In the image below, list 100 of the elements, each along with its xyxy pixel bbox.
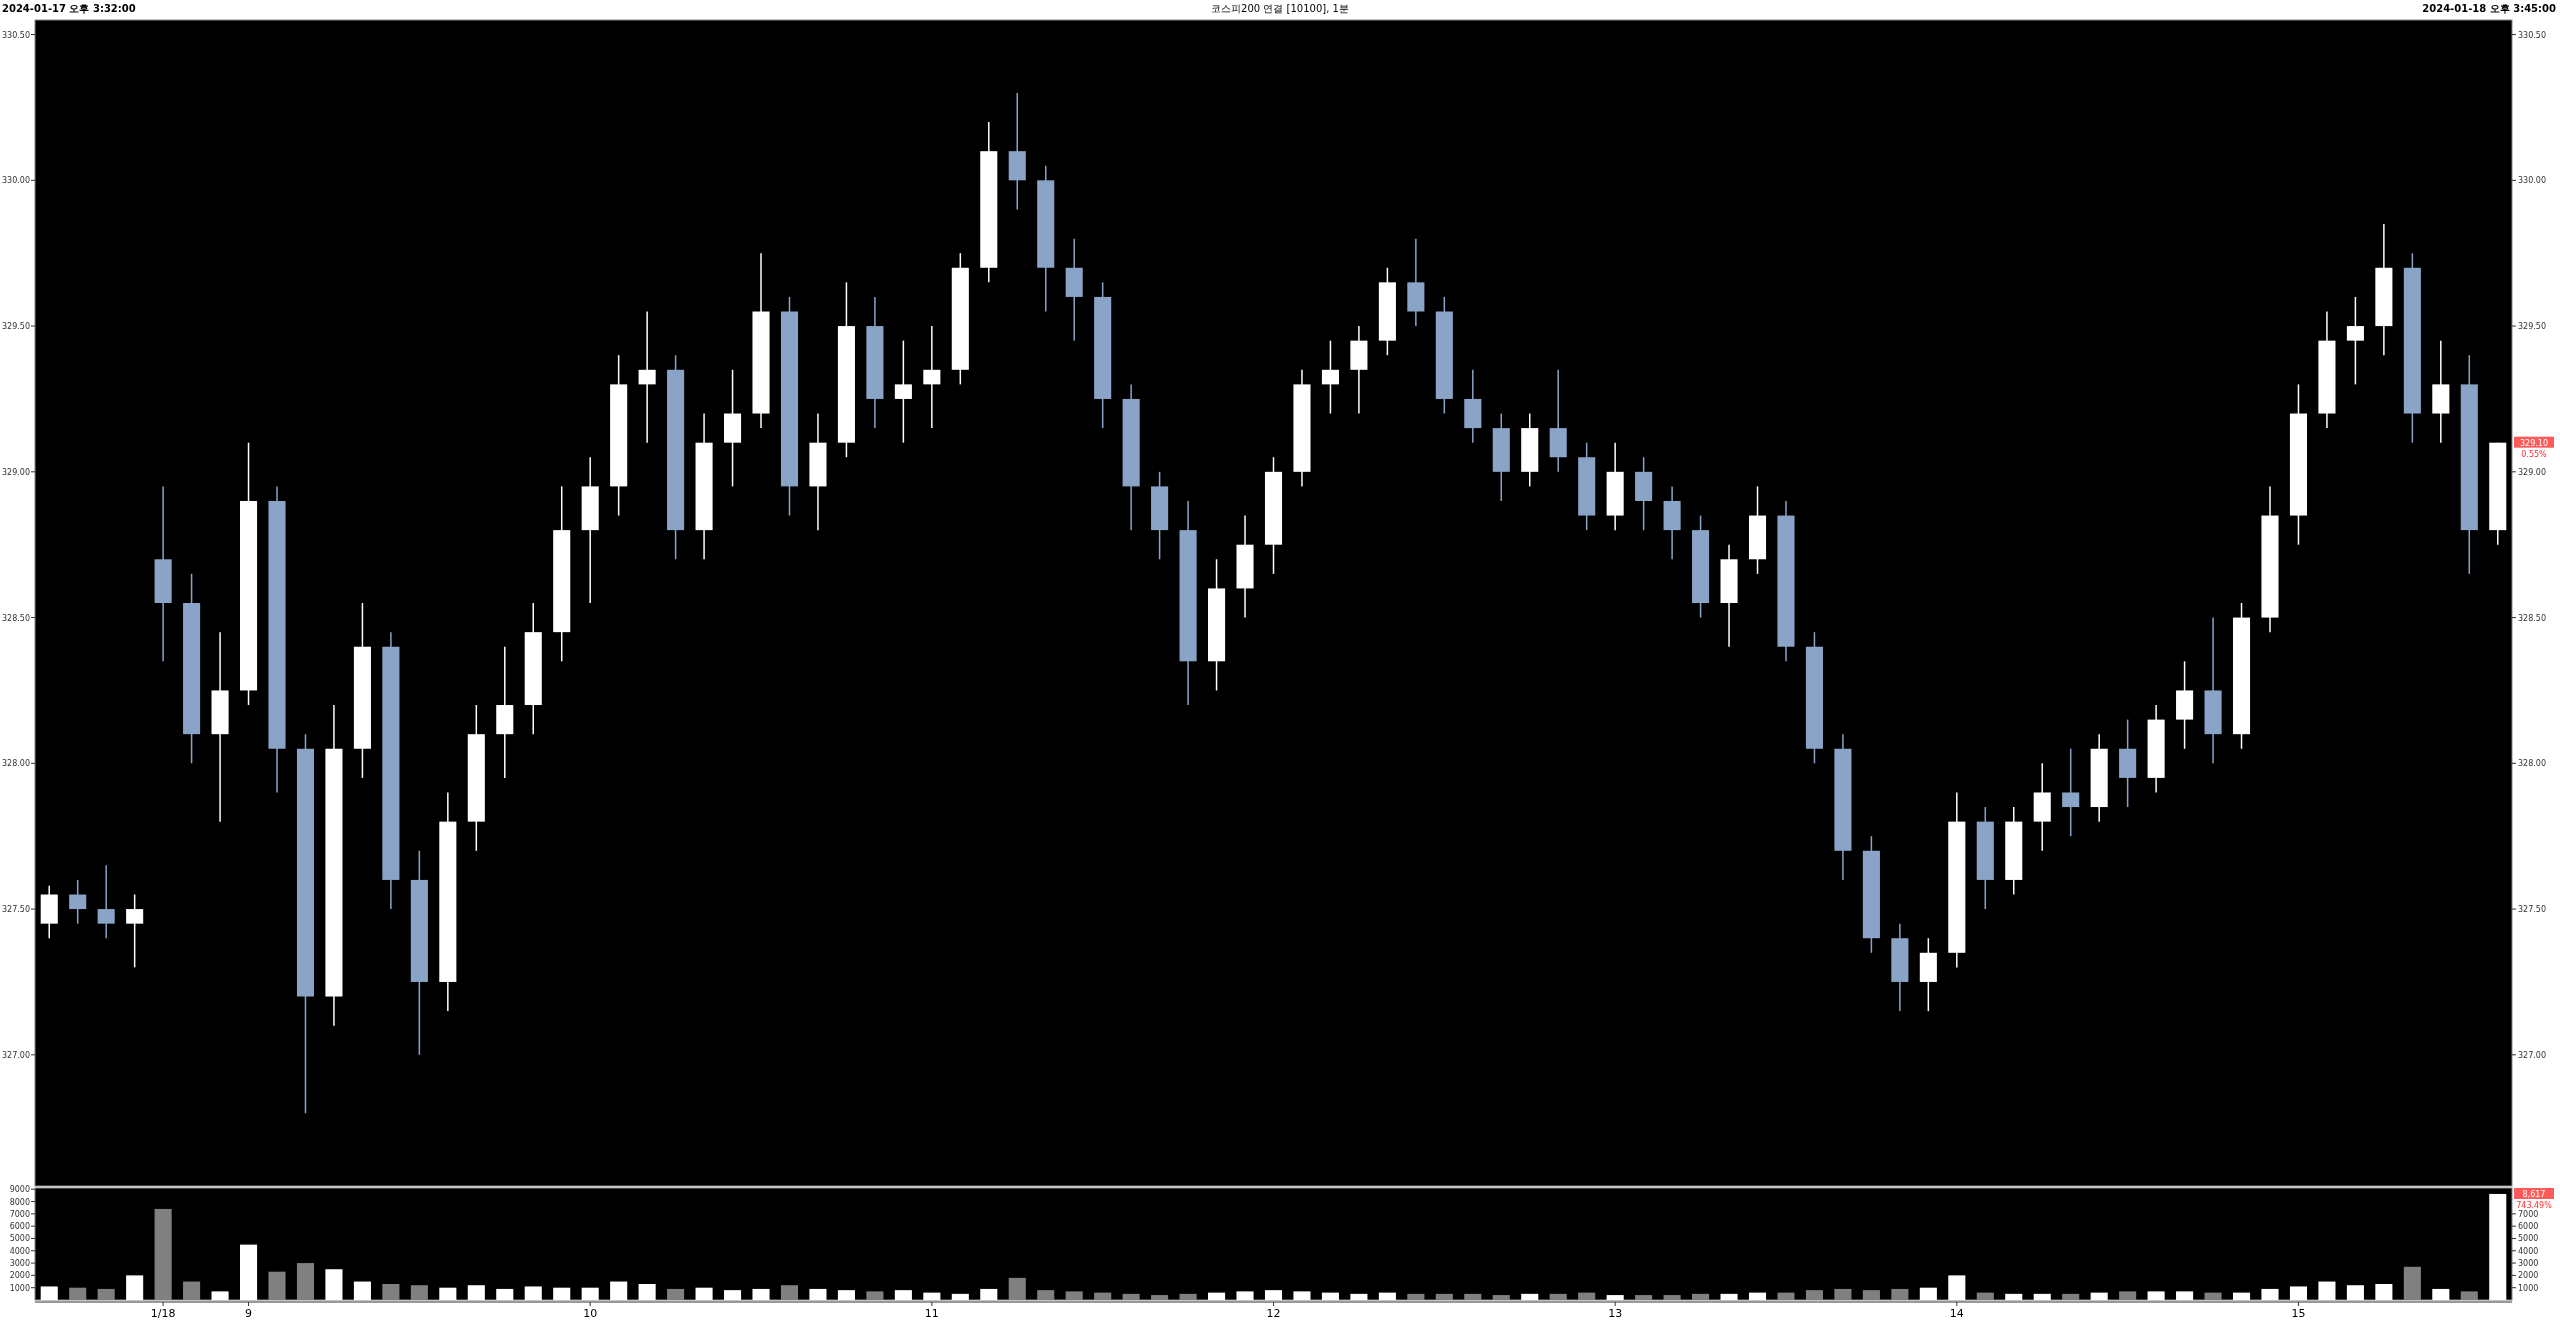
bar [695,1287,713,1300]
bar [2346,1285,2364,1300]
candlestick [638,310,656,444]
candlestick [69,879,87,925]
y2-tick-label: 328.00 [2518,759,2546,769]
candlestick [97,864,115,939]
y2-tick-label: 327.00 [2518,1050,2546,1060]
y2-tick-label: 329.00 [2518,467,2546,477]
bar [467,1285,485,1300]
candlestick [2346,296,2364,386]
bar [894,1290,912,1300]
bar [923,1292,941,1300]
candlestick [894,339,912,444]
x-tick-label: 15 [2291,1307,2306,1320]
y-tick-label: 329.00 [2,467,30,477]
x-tick-label: 9 [245,1307,253,1320]
y2-tick-label: 328.50 [2518,613,2546,623]
y2-tick-label: 4000 [2518,1246,2539,1256]
bar [2489,1193,2507,1300]
bar [2176,1291,2194,1300]
bar [752,1288,770,1300]
y-tick-label: 330.00 [2,176,30,186]
y-tick-label: 330.50 [2,30,30,40]
bar [524,1286,542,1300]
y2-tick-label: 5000 [2518,1234,2539,1244]
y-tick-label: 6000 [9,1222,30,1232]
y-tick-label: 9000 [9,1185,30,1195]
candlestick [1321,339,1339,415]
y-tick-label: 4000 [9,1246,30,1256]
y-tick-label: 3000 [9,1259,30,1269]
bar [211,1291,229,1300]
bar [1521,1293,1539,1300]
chart-title: 코스피200 연결 [10100], 1분 [1211,3,1349,14]
bar [1350,1293,1368,1300]
bar [581,1287,599,1300]
bar [1321,1292,1339,1300]
bar [1919,1287,1937,1300]
text: 2024-01-18 오후 3:45:00 [2422,3,2557,14]
bar [2261,1288,2279,1300]
bar [496,1288,514,1300]
bar [2232,1292,2251,1300]
candlestick [2062,748,2080,837]
bar [126,1275,144,1300]
text: 329.10 [2520,438,2548,448]
bar [2318,1281,2336,1300]
bar [1236,1291,1254,1300]
bar [837,1290,855,1300]
x-tick-label: 11 [924,1307,939,1320]
bar [951,1293,969,1300]
text: 0.55% [2521,449,2548,459]
bar [638,1284,656,1300]
x-tick-label: 14 [1949,1307,1964,1320]
y-tick-label: 5000 [9,1234,30,1244]
bar [439,1287,457,1300]
bar [553,1287,571,1300]
y-tick-label: 2000 [9,1271,30,1281]
y-tick-label: 329.50 [2,322,30,332]
y2-tick-label: 6000 [2518,1222,2539,1232]
y-tick-label: 7000 [9,1209,30,1219]
y2-tick-label: 327.50 [2518,905,2546,915]
x-tick-label: 13 [1608,1307,1623,1320]
bar [1378,1292,1396,1300]
y2-tick-label: 2000 [2518,1271,2539,1281]
bar [1264,1290,1283,1300]
bar [325,1269,343,1300]
text: 8,617 [2522,1189,2546,1199]
x-tick-label: 1/18 [150,1307,176,1320]
bar [2033,1293,2051,1300]
y2-tick-label: 1000 [2518,1283,2539,1293]
bar [1293,1291,1311,1300]
bar [1606,1295,1624,1300]
y-tick-label: 328.50 [2,613,30,623]
text: 743.49% [2516,1200,2553,1210]
candlestick [126,893,144,969]
text: 2024-01-17 오후 3:32:00 [2,3,136,14]
y2-tick-label: 330.50 [2518,30,2546,40]
bar [2432,1288,2450,1300]
y2-tick-label: 329.50 [2518,322,2546,332]
bar [2289,1286,2307,1300]
candlestick [923,325,941,429]
bar [980,1288,998,1300]
y-tick-label: 327.00 [2,1050,30,1060]
x-tick-label: 10 [583,1307,598,1320]
bar [1948,1275,1966,1300]
bar [1748,1292,1767,1300]
y-tick-label: 8000 [9,1197,30,1207]
bar [1720,1293,1738,1300]
bar [353,1281,371,1300]
bar [239,1244,258,1300]
bar [2147,1291,2165,1300]
y2-tick-label: 7000 [2518,1209,2539,1219]
bar [809,1288,827,1300]
y-tick-label: 327.50 [2,905,30,915]
y2-tick-label: 3000 [2518,1259,2539,1269]
y-tick-label: 1000 [9,1283,30,1293]
bar [610,1281,628,1300]
bar [2375,1284,2393,1300]
x-tick-label: 12 [1266,1307,1281,1320]
bar [2090,1292,2108,1300]
bar [2005,1293,2023,1300]
